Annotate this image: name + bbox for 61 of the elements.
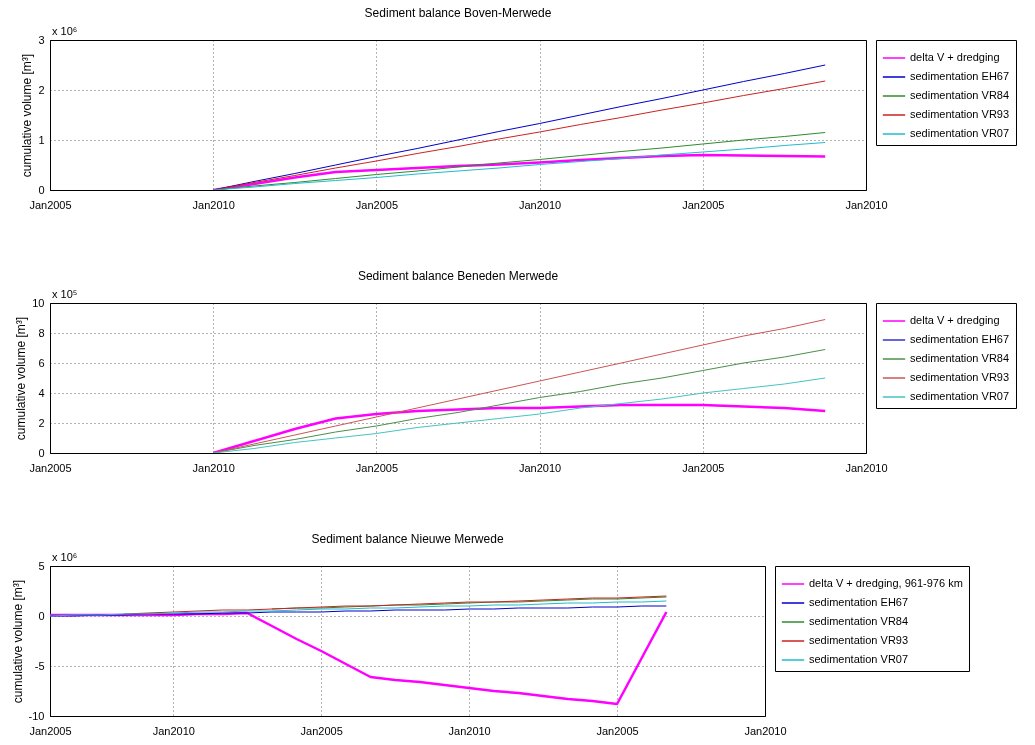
y-axis-title: cumulative volume [m³] [10,579,25,704]
legend-label: sedimentation VR93 [910,371,1010,383]
x-tick-label: Jan2010 [518,461,562,474]
line-series [50,600,667,617]
text: x 10⁶ [52,551,78,563]
text: x 10⁶ [52,25,78,37]
line-series [212,377,826,453]
y-tick-label: 1 [38,133,45,146]
x-tick-label: Jan2010 [192,461,235,474]
x-tick-label: Jan2005 [29,461,72,474]
chart-title: Sediment balance Beneden Merwede [357,269,559,283]
chart-title: Sediment balance Nieuwe Merwede [311,532,504,546]
x-tick-label: Jan2010 [192,198,235,211]
y-tick-label: -10 [28,709,45,722]
x-tick-label: Jan2010 [448,724,491,737]
line-series [211,403,827,453]
legend-label: delta V + dredging, 961-976 km [809,577,963,589]
x-tick-label: Jan2005 [682,461,725,474]
y-tick-label: 0 [38,183,45,196]
x-tick-label: Jan2010 [744,724,787,737]
y-axis-title: cumulative volume [m³] [20,53,35,178]
legend-label: sedimentation VR07 [809,653,909,665]
legend-label: sedimentation VR07 [910,127,1010,139]
legend-label: sedimentation VR84 [910,89,1010,101]
x-tick-label: Jan2010 [845,198,888,211]
x-tick-label: Jan2010 [518,198,562,211]
x-tick-label: Jan2010 [845,461,888,474]
legend-label: sedimentation EH67 [910,70,1010,82]
legend-label: sedimentation VR84 [910,352,1010,364]
legend-label: sedimentation VR84 [809,615,909,627]
legend-label: sedimentation VR07 [910,390,1010,402]
y-tick-label: 4 [38,386,45,399]
x-tick-label: Jan2005 [355,461,399,474]
x-tick-label: Jan2005 [596,724,639,737]
y-tick-label: 5 [38,559,45,572]
legend-label: delta V + dredging [910,314,1000,326]
y-tick-label: 3 [38,33,45,46]
y-tick-label: 6 [38,356,45,369]
y-axis-title: cumulative volume [m³] [14,316,29,441]
line-series [212,142,826,190]
x-tick-label: Jan2005 [29,198,72,211]
legend-label: sedimentation EH67 [809,596,909,608]
x-tick-label: Jan2005 [29,724,72,737]
y-tick-label: 2 [38,416,45,429]
x-tick-label: Jan2010 [152,724,195,737]
x-tick-label: Jan2005 [355,198,399,211]
legend-label: sedimentation VR93 [809,634,909,646]
legend-label: delta V + dredging [910,51,1000,63]
x-tick-label: Jan2005 [300,724,343,737]
y-tick-label: 0 [38,446,45,459]
legend-label: sedimentation VR93 [910,108,1010,120]
line-series [50,605,667,617]
y-tick-label: 0 [38,609,45,622]
chart-title: Sediment balance Boven-Merwede [364,6,552,20]
y-tick-label: 8 [38,326,45,339]
x-tick-label: Jan2005 [682,198,725,211]
y-tick-label: 2 [38,83,45,96]
y-tick-label: 10 [32,296,45,309]
legend-label: sedimentation EH67 [910,333,1010,345]
y-tick-label: -5 [34,659,45,672]
text: x 10⁵ [52,288,78,300]
